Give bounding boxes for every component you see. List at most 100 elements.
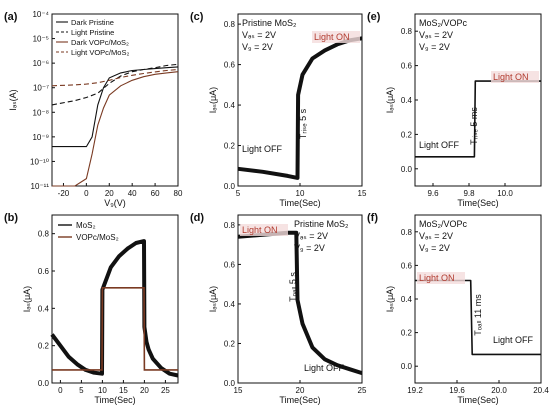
annotation-t: Tᵣᵢₛₑ 5 s bbox=[298, 108, 308, 139]
y-tick-label: 0.0 bbox=[401, 165, 413, 174]
x-tick-label: 10.0 bbox=[497, 189, 513, 198]
x-tick-label: 5 bbox=[79, 386, 84, 395]
series-line bbox=[51, 63, 179, 106]
plot-frame bbox=[51, 214, 179, 384]
y-tick-label: 0.6 bbox=[38, 267, 50, 276]
x-tick-label: 20.4 bbox=[533, 386, 549, 395]
annotation-on: Light ON bbox=[493, 72, 529, 82]
y-axis-label: Iₔₛ(μA) bbox=[22, 286, 32, 312]
legend-label: VOPc/MoS₂ bbox=[76, 233, 119, 242]
series-line bbox=[52, 71, 179, 187]
x-tick-label: 20 bbox=[105, 189, 114, 198]
y-tick-label: 0.2 bbox=[224, 142, 236, 151]
y-axis-label: Iₔₛ(μA) bbox=[208, 87, 218, 113]
y-tick-label: 0.8 bbox=[401, 228, 413, 237]
annotation-on: Light ON bbox=[242, 225, 278, 235]
x-tick-label: 19.2 bbox=[407, 386, 423, 395]
x-tick-label: 40 bbox=[128, 189, 137, 198]
x-tick-label: 10 bbox=[296, 189, 305, 198]
panel-b: 0 5 10 15 20 25 0.0 0.2 0.4 0.6 0.8 Time(Sec) Iₔₛ(μA… bbox=[4, 212, 179, 405]
y-tick-label: 10⁻⁷ bbox=[33, 84, 49, 93]
series-line bbox=[52, 66, 179, 148]
legend-label: Light VOPc/MoS₂ bbox=[71, 48, 129, 57]
x-axis-label: Time(Sec) bbox=[94, 395, 135, 405]
annotation-vg: V₉ = 2V bbox=[419, 42, 450, 52]
y-tick-label: 0.6 bbox=[401, 62, 413, 71]
x-tick-label: 19.6 bbox=[449, 386, 465, 395]
annotation-vds: Vₔₛ = 2V bbox=[294, 231, 328, 241]
annotation-off: Light OFF bbox=[242, 144, 283, 154]
annotation-vg: V₉ = 2V bbox=[242, 42, 273, 52]
annotation-off: Light OFF bbox=[304, 363, 345, 373]
x-tick-label: 10 bbox=[98, 386, 107, 395]
y-tick-label: 10⁻¹¹ bbox=[31, 182, 50, 191]
annotation-on: Light ON bbox=[314, 32, 350, 42]
series-line bbox=[237, 230, 363, 376]
panel-label: (e) bbox=[367, 11, 381, 23]
light-on-highlight bbox=[312, 31, 360, 43]
annotation-vds: Vₔₛ = 2V bbox=[242, 30, 276, 40]
panel-label: (c) bbox=[190, 11, 204, 23]
panel-c: 5 10 15 0.0 0.2 0.4 0.6 0.8 Time(Sec) Iₔₛ(μA) (c) P… bbox=[190, 11, 367, 208]
annotation-t: Tᵣᵢₛₑ 5 ms bbox=[469, 107, 479, 145]
x-tick-label: 20.0 bbox=[491, 386, 507, 395]
y-tick-label: 0.2 bbox=[38, 342, 50, 351]
y-tick-label: 0.2 bbox=[224, 339, 236, 348]
y-tick-label: 0.8 bbox=[224, 221, 236, 230]
y-tick-label: 0.6 bbox=[224, 260, 236, 269]
legend-label: MoS₂ bbox=[76, 221, 96, 230]
y-tick-label: 0.8 bbox=[224, 20, 236, 29]
y-tick-label: 10⁻⁹ bbox=[32, 133, 49, 142]
panel-d: 15 20 25 0.0 0.2 0.4 0.6 0.8 Time(Sec) Iₔₛ(μA) (d)… bbox=[190, 212, 367, 405]
panel-label: (b) bbox=[4, 212, 18, 224]
light-on-highlight bbox=[240, 224, 288, 236]
panel-e: 9.6 9.8 10.0 0.0 0.2 0.4 0.6 0.8 Time(Sec) Iₔₛ(μA… bbox=[367, 11, 542, 208]
y-axis-label: Iₔₛ(μA) bbox=[385, 286, 395, 312]
x-axis-label: V₉(V) bbox=[104, 198, 126, 208]
y-axis-label: Iₔₛ(μA) bbox=[385, 87, 395, 113]
x-tick-label: 5 bbox=[236, 189, 241, 198]
legend-label: Dark VOPc/MoS₂ bbox=[71, 38, 129, 47]
panel-f: 19.2 19.6 20.0 20.4 0.0 0.2 0.4 0.6 0.8 Time(Sec)… bbox=[367, 212, 549, 405]
x-tick-label: 20 bbox=[140, 386, 149, 395]
x-tick-label: 80 bbox=[174, 189, 183, 198]
light-on-highlight bbox=[491, 71, 539, 83]
panel-label: (a) bbox=[4, 11, 18, 23]
annotation-vg: V₉ = 2V bbox=[294, 243, 325, 253]
annotation-vds: Vₔₛ = 2V bbox=[419, 231, 453, 241]
y-tick-label: 0.8 bbox=[38, 230, 50, 239]
y-tick-label: 0.0 bbox=[401, 362, 413, 371]
annotation-title: MoS₂/VOPc bbox=[419, 18, 468, 28]
x-tick-label: 9.8 bbox=[463, 189, 475, 198]
y-tick-label: 0.0 bbox=[224, 379, 236, 388]
y-tick-label: 0.0 bbox=[38, 379, 50, 388]
x-tick-label: -20 bbox=[58, 189, 70, 198]
x-tick-label: 20 bbox=[296, 386, 305, 395]
light-on-highlight bbox=[417, 272, 465, 284]
y-tick-label: 10⁻¹⁰ bbox=[30, 157, 49, 166]
x-tick-label: 0 bbox=[58, 386, 63, 395]
x-tick-label: 25 bbox=[358, 386, 367, 395]
series-line bbox=[51, 68, 179, 87]
y-tick-label: 0.4 bbox=[224, 101, 236, 110]
panel-label: (d) bbox=[190, 212, 204, 224]
y-tick-label: 0.4 bbox=[401, 96, 413, 105]
x-tick-label: 9.6 bbox=[427, 189, 439, 198]
series-line bbox=[50, 239, 179, 378]
x-axis-label: Time(Sec) bbox=[457, 395, 498, 405]
annotation-title: Pristine MoS₂ bbox=[294, 219, 349, 229]
y-tick-label: 0.2 bbox=[401, 329, 413, 338]
annotation-vds: Vₔₛ = 2V bbox=[419, 30, 453, 40]
y-tick-label: 0.0 bbox=[224, 182, 236, 191]
x-axis-label: Time(Sec) bbox=[279, 395, 320, 405]
annotation-t: Tₒₐₗₗ 11 ms bbox=[473, 294, 483, 336]
x-tick-label: 15 bbox=[234, 386, 243, 395]
y-tick-label: 0.4 bbox=[224, 300, 236, 309]
annotation-on: Light ON bbox=[419, 273, 455, 283]
series-line bbox=[52, 287, 178, 371]
legend-label: Light Pristine bbox=[71, 28, 114, 37]
series-line bbox=[237, 36, 363, 180]
y-axis-label: Iₔₛ(A) bbox=[8, 89, 18, 110]
x-tick-label: 0 bbox=[84, 189, 89, 198]
